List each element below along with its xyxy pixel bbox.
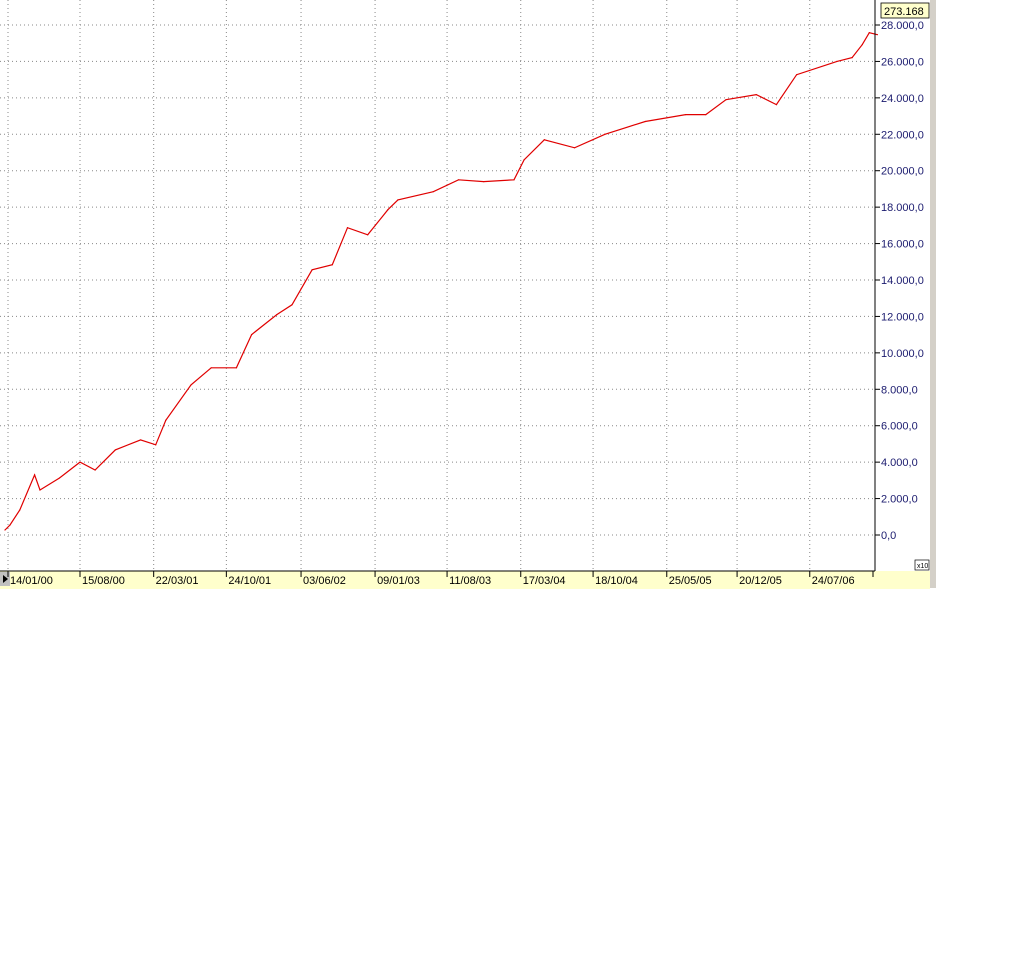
x-tick-label: 20/12/05: [739, 575, 782, 587]
data-point: [725, 99, 727, 101]
x-tick-label: 15/08/00: [82, 575, 125, 587]
x-tick-label: 25/05/05: [669, 575, 712, 587]
data-point: [311, 269, 313, 271]
data-point: [513, 179, 515, 181]
data-point: [543, 139, 545, 141]
x-tick-label: 22/03/01: [156, 575, 199, 587]
last-value-label: 273.168: [884, 6, 924, 18]
last-value-badge: 273.168: [880, 2, 930, 19]
scale-label: x10: [917, 563, 928, 570]
data-point: [432, 191, 434, 193]
data-point: [291, 304, 293, 306]
data-point: [79, 461, 81, 463]
data-point: [210, 367, 212, 369]
x-axis-band: [0, 571, 930, 589]
series-line: [4, 32, 878, 531]
data-point: [19, 509, 21, 511]
y-tick-label: 24.000,0: [881, 93, 924, 105]
data-point: [851, 57, 853, 59]
x-tick-label: 11/08/03: [449, 575, 491, 587]
data-point: [4, 529, 6, 531]
data-point: [755, 93, 757, 96]
play-icon: [3, 575, 8, 583]
x-tick-label: 14/01/00: [10, 575, 53, 587]
y-tick-label: 10.000,0: [881, 348, 924, 360]
data-point: [346, 227, 349, 229]
data-point: [250, 334, 253, 336]
data-point: [685, 114, 687, 116]
data-point: [39, 489, 41, 491]
y-tick-label: 4.000,0: [881, 457, 918, 469]
x-tick-label: 17/03/04: [523, 575, 566, 587]
y-tick-label: 20.000,0: [881, 166, 924, 178]
data-point: [573, 147, 576, 149]
scrollbar[interactable]: [930, 0, 936, 588]
data-point: [523, 159, 525, 161]
y-axis: 0,0 2.000,0 4.000,0 6.000,0 8.000,0 10.000,0 1…: [875, 20, 924, 542]
y-tick-label: 2.000,0: [881, 494, 918, 506]
y-tick-label: 0,0: [881, 530, 896, 542]
data-point: [836, 60, 838, 63]
data-point: [94, 469, 96, 471]
y-tick-label: 26.000,0: [881, 56, 924, 68]
x-tick-label: 03/06/02: [303, 575, 346, 587]
y-tick-label: 16.000,0: [881, 239, 924, 251]
data-point: [155, 444, 157, 446]
chart-background: [0, 0, 935, 590]
data-point: [644, 120, 646, 123]
x-tick-label: 18/10/04: [595, 575, 638, 587]
y-tick-label: 8.000,0: [881, 384, 918, 396]
data-point: [367, 234, 369, 236]
data-point: [33, 474, 36, 476]
data-point: [604, 133, 606, 135]
data-point: [190, 384, 192, 386]
data-point: [139, 439, 142, 441]
series-layer: [4, 32, 878, 531]
data-point: [58, 477, 61, 479]
data-point: [276, 314, 278, 316]
x-axis: 14/01/00 15/08/00 22/03/01 24/10/01 03/06/02…: [7, 571, 874, 587]
data-point: [331, 264, 333, 266]
data-point: [775, 103, 778, 106]
y-tick-label: 12.000,0: [881, 311, 924, 323]
data-point: [868, 32, 870, 34]
y-tick-label: 22.000,0: [881, 129, 924, 141]
data-point: [705, 114, 707, 116]
x-tick-label: 24/10/01: [228, 575, 271, 587]
x-tick-label: 09/01/03: [377, 575, 420, 587]
data-point: [114, 449, 116, 451]
y-tick-label: 18.000,0: [881, 202, 924, 214]
scale-box: [914, 559, 930, 571]
data-point: [483, 181, 485, 183]
y-tick-label: 28.000,0: [881, 20, 924, 32]
data-point: [9, 524, 11, 526]
y-tick-label: 6.000,0: [881, 421, 918, 433]
data-point: [387, 209, 389, 211]
data-point: [165, 419, 167, 421]
data-point: [457, 179, 460, 181]
data-point: [876, 34, 878, 36]
data-point: [861, 44, 863, 46]
data-point: [235, 367, 238, 369]
data-point: [397, 199, 399, 201]
x-tick-label: 24/07/06: [812, 575, 855, 587]
y-tick-label: 14.000,0: [881, 275, 924, 287]
data-point: [796, 74, 798, 76]
